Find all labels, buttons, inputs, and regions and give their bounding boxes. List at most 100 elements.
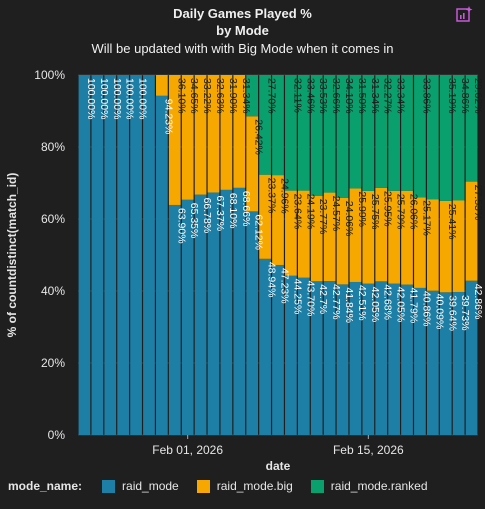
bar-segment[interactable] [465,280,478,435]
bar-segment[interactable] [426,199,439,291]
data-label: 41.79% [408,288,420,324]
data-label: 36.10% [175,78,187,114]
bar-segment[interactable] [362,190,375,284]
bar-segment[interactable] [297,190,310,278]
bar-segment[interactable] [465,181,478,281]
bar-segment[interactable] [259,74,271,175]
bar-segment[interactable] [336,75,349,198]
bar-segment[interactable] [414,197,426,288]
bar-segment[interactable] [168,204,181,435]
legend-swatch-raid-mode [102,479,116,493]
bar-segment[interactable] [349,281,362,435]
bar-segment[interactable] [323,192,336,282]
data-label: 33.22% [201,78,213,114]
data-label: 63.90% [175,208,187,244]
data-label: 29.62% [472,78,484,114]
y-axis-title: % of countdistinct(match_id) [5,173,19,338]
bar-segment[interactable] [156,95,168,435]
bar-segment[interactable] [194,194,207,435]
bar-segment[interactable] [272,75,284,176]
bar-segment[interactable] [117,75,130,435]
bar-segment[interactable] [414,287,426,435]
bar-segment[interactable] [194,75,207,195]
data-label: 34.86% [459,78,471,114]
bar-segment[interactable] [388,190,400,284]
bar-segment[interactable] [323,75,336,193]
bar-segment[interactable] [297,75,310,191]
bar-segment[interactable] [452,75,465,201]
data-label: 42.77% [330,284,342,320]
bar-segment[interactable] [401,75,413,191]
bar-segment[interactable] [130,75,142,435]
bar-segment[interactable] [246,211,259,435]
bar-segment[interactable] [207,75,220,193]
data-label: 40.86% [420,291,432,327]
bar-segment[interactable] [220,189,233,435]
bar-segment[interactable] [310,281,323,435]
bar-segment[interactable] [246,116,259,212]
x-tick-label: Feb 15, 2026 [333,443,404,457]
bar-segment[interactable] [349,75,362,189]
bar-segment[interactable] [426,75,439,200]
bar-segment[interactable] [336,284,349,435]
bar-segment[interactable] [362,75,375,191]
bar-segment[interactable] [181,75,194,200]
data-label: 100.00% [98,78,110,119]
bar-segment[interactable] [233,75,246,188]
bar-segment[interactable] [452,291,465,435]
bar-segment[interactable] [323,281,336,435]
legend-item-raid-mode-big[interactable]: raid_mode.big [196,479,293,493]
data-label: 62.12% [253,214,265,250]
bar-segment[interactable] [375,187,388,282]
bar-segment[interactable] [349,188,362,282]
bar-segment[interactable] [285,275,297,435]
bar-segment[interactable] [168,75,181,205]
bar-segment[interactable] [310,195,323,282]
legend-item-raid-mode[interactable]: raid_mode [102,479,179,493]
legend-item-raid-mode-ranked[interactable]: raid_mode.ranked [310,479,428,493]
bar-segment[interactable] [336,197,349,285]
bar-segment[interactable] [388,283,400,435]
bar-segment[interactable] [259,258,271,435]
sparkle-chart-icon[interactable] [455,6,473,24]
bar-segment[interactable] [414,75,426,198]
data-label: 32.63% [214,78,226,114]
bar-segment[interactable] [362,283,375,435]
bar-segment[interactable] [375,75,388,188]
bar-segment[interactable] [272,264,284,435]
bar-segment[interactable] [246,75,259,117]
data-label: 68.10% [227,193,239,229]
bar-segment[interactable] [297,277,310,435]
bar-segment[interactable] [310,75,323,196]
bar-segment[interactable] [401,284,413,435]
bar-segment[interactable] [439,200,452,293]
data-label: 94.23% [162,99,174,135]
data-label: 34.65% [188,78,200,114]
bar-segment[interactable] [104,75,117,435]
bar-segment[interactable] [91,75,104,435]
bar-segment[interactable] [285,75,297,191]
bar-segment[interactable] [465,74,478,182]
y-tick-label: 20% [41,356,65,370]
bar-segment[interactable] [272,175,284,265]
bar-segment[interactable] [439,292,452,435]
data-label: 31.34% [369,78,381,114]
bar-segment[interactable] [143,75,155,435]
legend-title: mode_name: [8,479,83,493]
bar-segment[interactable] [207,192,220,435]
bar-segment[interactable] [220,75,233,190]
bar-segment[interactable] [401,190,413,285]
bar-segment[interactable] [181,199,194,435]
bar-segment[interactable] [259,174,271,259]
bar-segment[interactable] [233,187,246,435]
data-label: 100.00% [111,78,123,119]
bar-segment[interactable] [78,75,91,435]
bar-segment[interactable] [388,75,400,191]
bar-segment[interactable] [439,75,452,201]
bar-segment[interactable] [375,281,388,435]
bar-segment[interactable] [452,200,465,292]
bar-segment[interactable] [285,190,297,276]
data-label: 67.37% [214,195,226,231]
bar-segment[interactable] [426,290,439,435]
bar-segment[interactable] [156,75,168,96]
